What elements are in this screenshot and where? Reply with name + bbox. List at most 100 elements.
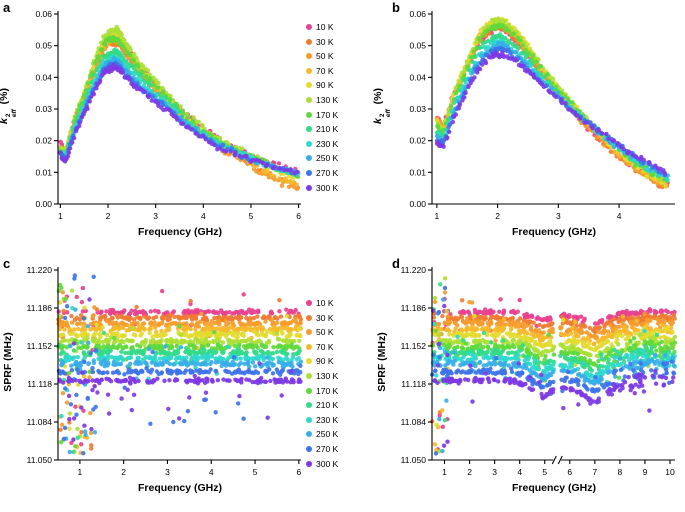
svg-text:6: 6 [296,211,301,221]
legend-item: 70 K [306,342,368,352]
legend-label: 170 K [316,109,339,120]
legend-marker-dot [306,53,312,60]
svg-text:0.05: 0.05 [409,41,426,51]
legend-label: 300 K [316,182,339,193]
svg-text:0.02: 0.02 [409,136,426,146]
legend-label: 210 K [316,400,339,411]
svg-text:3: 3 [556,211,561,221]
svg-text:1: 1 [434,211,439,221]
legend-marker-dot [306,67,312,74]
axes [428,11,675,208]
svg-text:0.06: 0.06 [35,9,52,19]
legend-label: 70 K [316,65,334,76]
legend-label: 30 K [316,312,334,323]
legend-item: 70 K [306,66,368,76]
legend-label: 50 K [316,327,334,338]
legend-label: 300 K [316,458,339,469]
legend-label: 230 K [316,414,339,425]
legend-marker-dot [306,314,312,321]
panel-a-letter: a [3,0,11,15]
svg-text:4: 4 [201,211,206,221]
svg-text:4: 4 [209,467,214,477]
legend-label: 250 K [316,153,339,164]
svg-text:6: 6 [296,467,301,477]
ylabel-unit: (%) [372,88,384,108]
legend-item: 130 K [306,95,368,105]
legend-label: 70 K [316,341,334,352]
legend-marker-dot [306,329,312,336]
axes [54,267,301,464]
svg-text:5: 5 [249,211,254,221]
data-points [58,24,301,192]
svg-text:0.03: 0.03 [409,104,426,114]
legend-item: 300 K [306,459,368,469]
svg-text:0.03: 0.03 [35,104,52,114]
svg-text:11.118: 11.118 [27,379,52,389]
svg-text:2: 2 [495,211,500,221]
legend-marker-dot [306,155,312,162]
legend-marker-dot [306,445,312,452]
axes [54,11,301,208]
data-points [56,273,304,456]
tick-labels: 1 2 3 4 5 6 0.00 0.01 0.02 0.03 0.04 0.05 0.06 [35,9,301,221]
svg-text:0.06: 0.06 [409,9,426,19]
svg-text:11.220: 11.220 [27,265,53,275]
axis-break-mark [557,455,563,465]
legend-item: 230 K [306,139,368,149]
svg-text:0.01: 0.01 [35,167,52,177]
panel-d-letter: d [392,256,400,271]
legend-item: 130 K [306,371,368,381]
ylabel-symbol: k [0,118,10,124]
legend-item: 50 K [306,327,368,337]
legend-label: 250 K [316,429,339,440]
legend-label: 30 K [316,36,334,47]
legend-item: 170 K [306,110,368,120]
ylabel-unit: (%) [0,88,10,105]
legend-marker-dot [306,111,312,118]
svg-text:0.04: 0.04 [409,72,426,82]
legend-bottom: 10 K 30 K 50 K 70 K 90 K 130 K 170 K 210 K 230 K… [306,298,368,473]
legend-marker-dot [306,372,312,379]
legend-item: 270 K [306,168,368,178]
legend-marker-dot [306,184,312,191]
panel-d-plot: 1 2 3 4 5 6 7 8 9 1011.05011.08411.11811.15211.18… [401,265,678,477]
panel-d-xlabel: Frequency (GHz) [511,482,597,494]
svg-text:11.152: 11.152 [27,341,53,351]
tick-labels: 1 2 3 4 5 6 7 8 9 1011.05011.08411.11811.15211.18… [401,265,675,477]
legend-label: 90 K [316,356,334,367]
panel-a-xlabel: Frequency (GHz) [137,226,223,238]
ylabel-symbol: k [372,118,384,124]
svg-text:3: 3 [165,467,170,477]
legend-marker-dot [306,387,312,394]
tick-labels: 1 2 3 4 5 6 11.050 11.084 11.118 11.152 11.186 11.2… [27,265,302,477]
legend-item: 210 K [306,400,368,410]
svg-text:4: 4 [617,211,622,221]
svg-text:0.00: 0.00 [35,199,52,209]
legend-label: 130 K [316,370,339,381]
svg-text:2: 2 [106,211,111,221]
legend-label: 130 K [316,94,339,105]
data-points [429,276,678,456]
axis-break-gap [553,458,562,462]
legend-marker-dot [306,82,312,89]
legend-label: 50 K [316,51,334,62]
legend-marker-dot [306,24,312,30]
legend-item: 170 K [306,386,368,396]
legend-item: 300 K [306,183,368,193]
legend-item: 210 K [306,124,368,134]
legend-item: 10 K [306,298,368,308]
legend-label: 90 K [316,80,334,91]
svg-text:0.00: 0.00 [409,199,426,209]
svg-text:0.05: 0.05 [35,41,52,51]
legend-marker-dot [306,402,312,409]
legend-item: 250 K [306,429,368,439]
svg-text:5: 5 [253,467,258,477]
svg-text:11.084: 11.084 [27,417,53,427]
svg-text:2: 2 [121,467,126,477]
legend-marker-dot [306,38,312,45]
tick-labels: 1 2 3 4 0.00 0.01 0.02 0.03 0.04 0.05 0.06 [409,9,621,221]
svg-text:1: 1 [58,211,63,221]
legend-item: 250 K [306,153,368,163]
